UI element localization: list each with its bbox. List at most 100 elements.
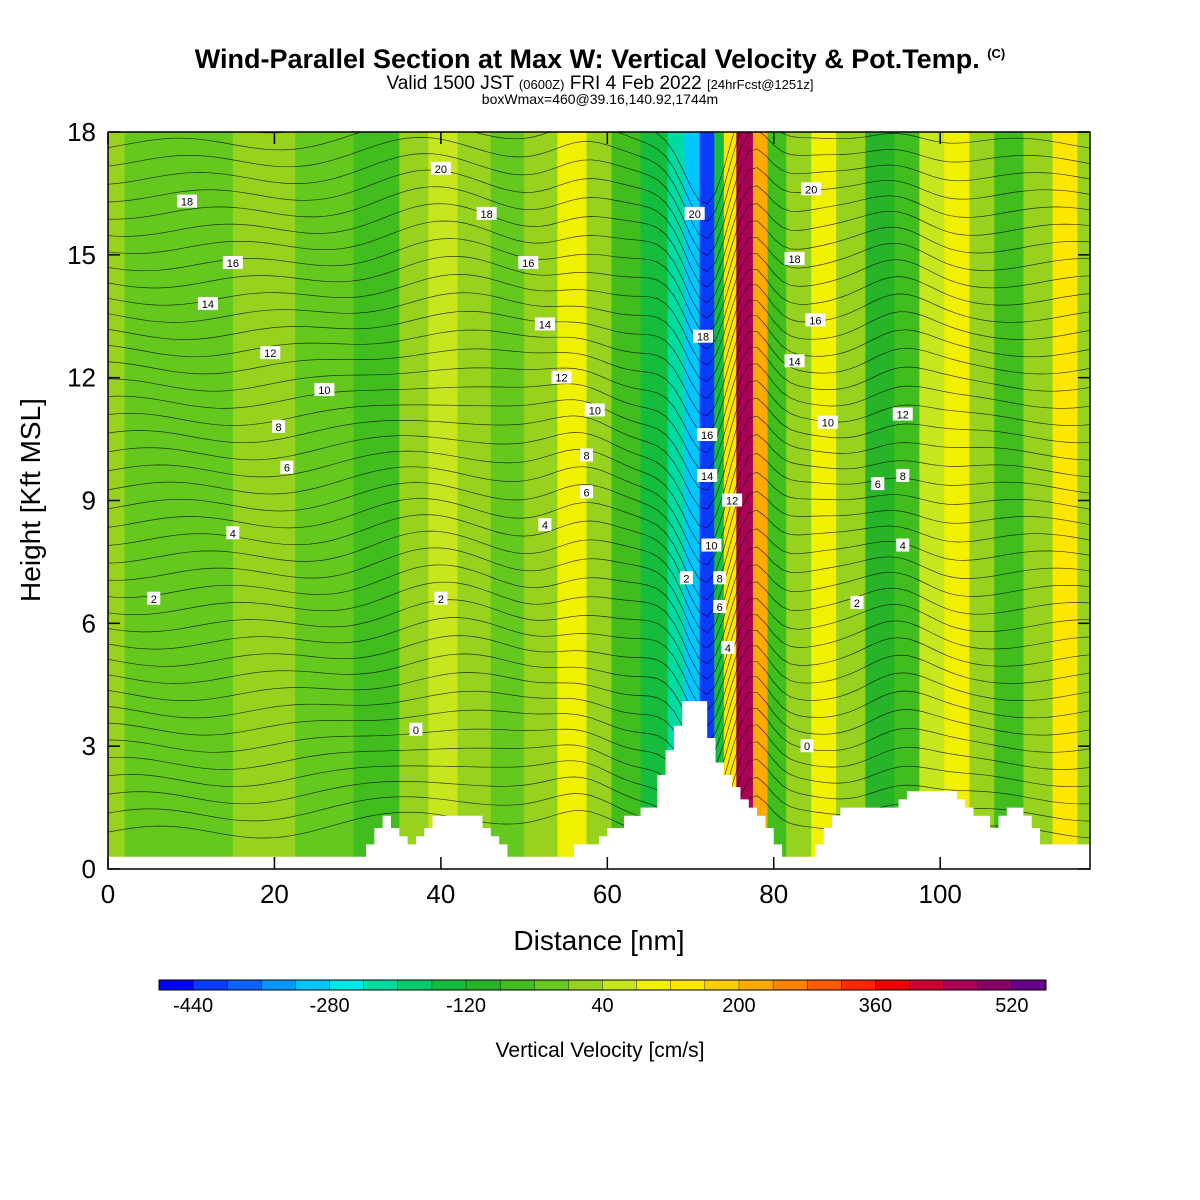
- contour-label-box: [701, 538, 722, 552]
- contour-label-box: [800, 739, 814, 753]
- contour-label: 6: [284, 463, 290, 475]
- contour-label-box: [314, 382, 335, 396]
- velocity-band: [786, 132, 812, 869]
- x-tick-label: 0: [101, 879, 115, 909]
- colorbar-swatch: [636, 979, 672, 991]
- contour-label-box: [713, 571, 727, 585]
- colorbar-swatch: [943, 979, 979, 991]
- isentrope-line: [108, 220, 1090, 319]
- isentrope-line: [250, 132, 1090, 205]
- contour-label-box: [260, 346, 281, 360]
- contour-label-box: [784, 354, 805, 368]
- contour-label: 12: [264, 348, 276, 360]
- velocity-band: [124, 132, 172, 869]
- contour-label-box: [896, 468, 910, 482]
- contour-label-box: [693, 329, 714, 343]
- contour-label: 8: [900, 471, 906, 483]
- isentrope-line: [108, 203, 1090, 304]
- contour-label: 14: [539, 319, 551, 331]
- y-axis-label: Height [Kft MSL]: [15, 398, 46, 602]
- contour-label: 2: [683, 573, 689, 585]
- colorbar-swatch: [875, 979, 911, 991]
- contour-label-box: [850, 595, 864, 609]
- contour-label-box: [892, 407, 913, 421]
- colorbar-swatch: [295, 979, 331, 991]
- isentrope-line: [108, 284, 1090, 382]
- contour-label-box: [817, 415, 838, 429]
- colorbar-swatch: [977, 979, 1013, 991]
- isentrope-line: [108, 598, 1090, 696]
- colorbar-swatch: [261, 979, 296, 991]
- contour-label-box: [722, 493, 743, 507]
- velocity-band: [736, 132, 754, 869]
- colorbar-swatch: [909, 979, 945, 991]
- contour-label: 0: [413, 725, 419, 737]
- isentrope-line: [108, 630, 1090, 727]
- contour-label-box: [896, 538, 910, 552]
- contour-label: 10: [822, 418, 834, 430]
- valid-prefix: Valid 1500 JST: [386, 73, 514, 94]
- y-tick-label: 9: [82, 486, 96, 516]
- contour-label: 16: [809, 315, 821, 327]
- y-tick-label: 6: [82, 608, 96, 638]
- contour-label: 10: [318, 385, 330, 397]
- isentrope-line: [108, 676, 1090, 778]
- velocity-band: [714, 132, 725, 869]
- contour-label: 16: [701, 430, 713, 442]
- contour-label: 8: [276, 422, 282, 434]
- isentrope-line: [108, 758, 1090, 869]
- contour-label-box: [280, 460, 294, 474]
- contour-label: 14: [701, 471, 713, 483]
- y-tick-label: 12: [67, 363, 96, 393]
- isentrope-line: [108, 691, 1090, 796]
- x-tick-label: 40: [426, 879, 455, 909]
- colorbar-tick-label: -440: [173, 995, 213, 1017]
- velocity-band: [894, 132, 920, 869]
- colorbar-label: Vertical Velocity [cm/s]: [496, 1039, 705, 1062]
- contour-label: 18: [788, 254, 800, 266]
- contour-label-box: [697, 468, 718, 482]
- terrain-shape: [108, 701, 1090, 869]
- contour-label-box: [805, 313, 826, 327]
- contour-label-box: [222, 256, 243, 270]
- contour-label: 20: [689, 209, 701, 221]
- isentrope-line: [108, 645, 1090, 744]
- contour-label-box: [147, 591, 161, 605]
- isentrope-line: [108, 363, 1090, 472]
- y-tick-label: 18: [67, 117, 96, 147]
- pot-temp-contours: [108, 132, 1090, 869]
- contour-label: 12: [897, 410, 909, 422]
- x-axis-label: Distance [nm]: [513, 925, 684, 956]
- contour-label-box: [684, 206, 705, 220]
- contour-label-box: [518, 256, 539, 270]
- velocity-band: [752, 132, 769, 869]
- contour-label-box: [713, 599, 727, 613]
- contour-label-box: [409, 722, 423, 736]
- colorbar-tick-label: 360: [859, 995, 892, 1017]
- colorbar-tick-label: -120: [446, 995, 486, 1017]
- contour-label-box: [721, 640, 735, 654]
- isentrope-line: [108, 707, 1090, 815]
- contour-label-box: [801, 182, 822, 196]
- contour-label: 18: [697, 332, 709, 344]
- colorbar: -440 -280 -120 40 200 360 520: [158, 979, 1047, 1017]
- contour-label: 4: [725, 643, 731, 655]
- velocity-band: [994, 132, 1025, 869]
- contour-label: 10: [705, 541, 717, 553]
- isentrope-line: [108, 185, 1090, 288]
- copyright-mark: (C): [987, 46, 1006, 61]
- contour-label: 14: [202, 299, 214, 311]
- contour-label-box: [580, 485, 594, 499]
- colorbar-swatch: [704, 979, 740, 991]
- isentrope-line: [108, 581, 1090, 680]
- contour-label: 10: [589, 405, 601, 417]
- isentrope-line: [108, 741, 1090, 852]
- contour-label-box: [476, 206, 497, 220]
- colorbar-swatch: [158, 979, 194, 991]
- isentrope-line: [108, 614, 1090, 711]
- colorbar-swatch: [534, 979, 569, 991]
- contour-label: 4: [542, 520, 548, 532]
- contour-label: 16: [522, 258, 534, 270]
- contour-label: 18: [481, 209, 493, 221]
